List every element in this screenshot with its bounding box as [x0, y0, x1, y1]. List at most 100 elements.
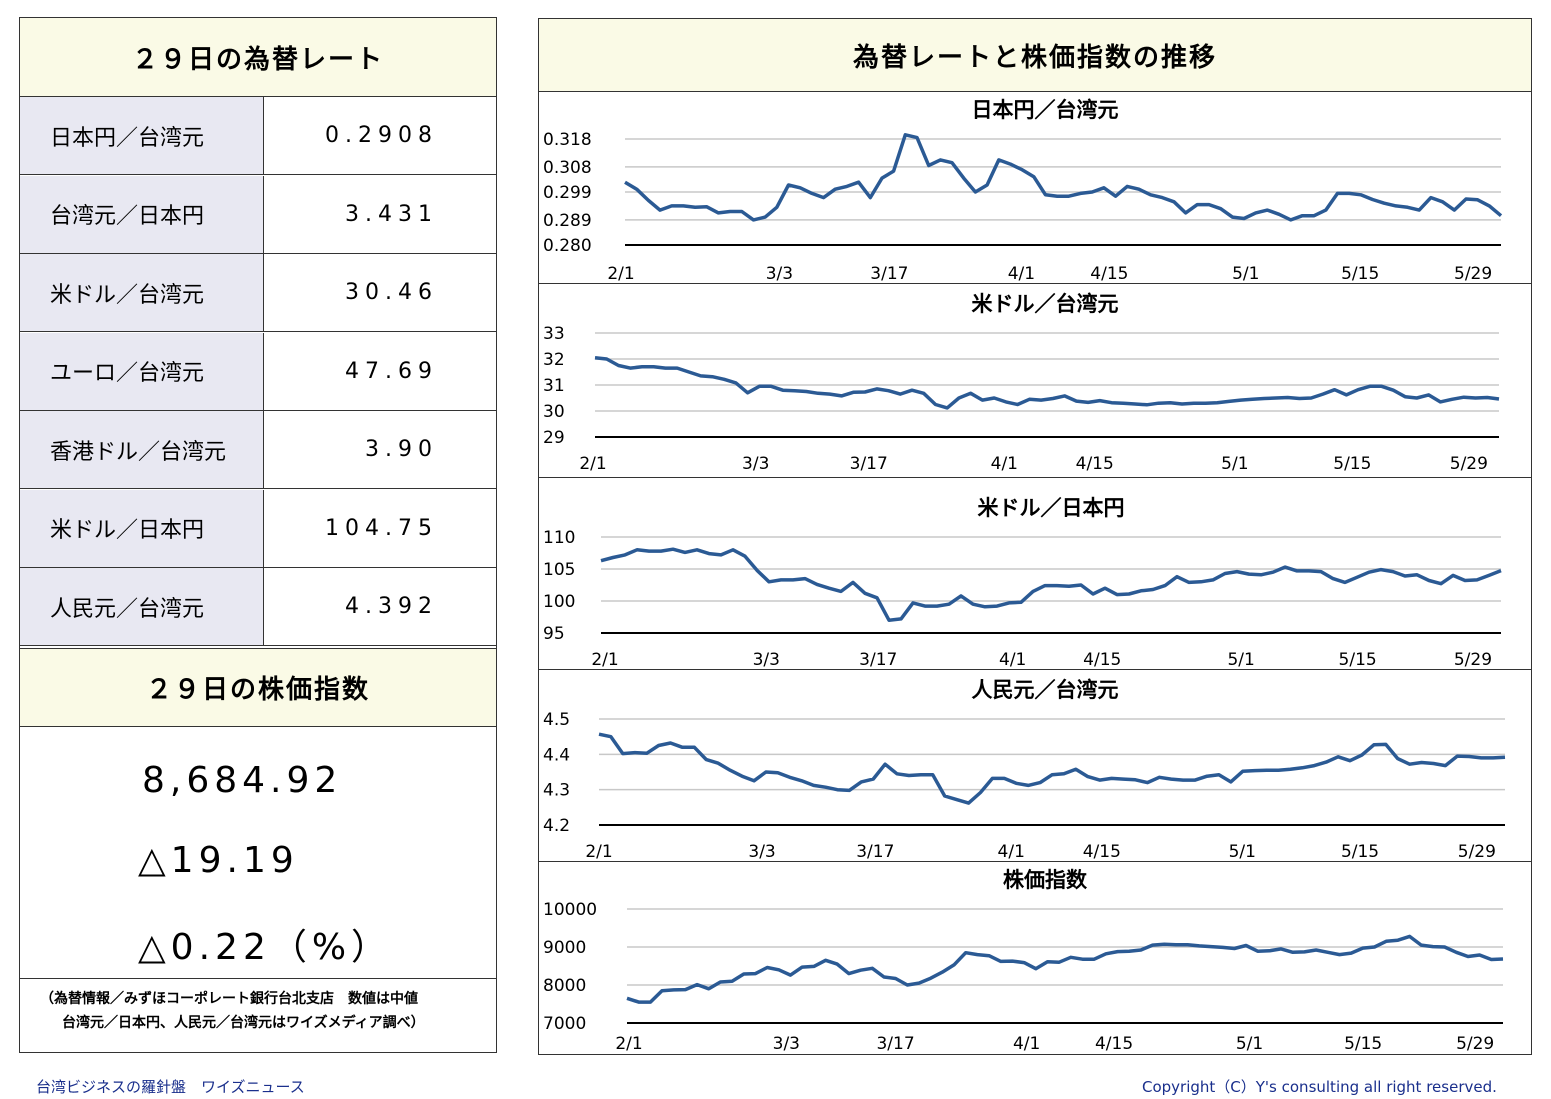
y-tick-label: 32	[543, 350, 565, 370]
chart-title: 人民元／台湾元	[972, 678, 1119, 702]
rate-value: 104.75	[325, 515, 438, 541]
x-tick-label: 3/17	[856, 842, 894, 861]
x-tick-label: 5/15	[1344, 1034, 1382, 1054]
stock-index-change-pct: △0.22（%）	[138, 927, 393, 968]
y-tick-label: 95	[543, 624, 565, 644]
line-chart: 株価指数 10000 9000 8000 7000 2/1 3/3 3/17 4/1 4/15 5/…	[543, 868, 1504, 1054]
x-tick-label: 3/3	[742, 454, 769, 474]
x-tick-label: 2/1	[585, 842, 612, 861]
x-tick-label: 5/15	[1341, 842, 1379, 861]
series-line	[594, 355, 1500, 410]
y-tick-label: 33	[543, 324, 565, 344]
y-tick-label: 0.289	[543, 211, 592, 231]
rate-label: 日本円／台湾元	[20, 97, 264, 174]
x-tick-label: 3/3	[773, 1034, 800, 1054]
y-tick-label: 110	[543, 528, 575, 548]
rate-value: 3.90	[365, 437, 438, 462]
charts-title: 為替レートと株価指数の推移	[539, 19, 1531, 92]
x-tick-label: 4/15	[1076, 454, 1114, 474]
chart-panel: 株価指数 10000 9000 8000 7000 2/1 3/3 3/17 4/1 4/15 5/…	[539, 861, 1531, 1055]
source-note-line2: 台湾元／日本円、人民元／台湾元はワイズメディア調べ）	[62, 1015, 425, 1031]
x-tick-label: 5/15	[1333, 454, 1371, 474]
rate-value: 30.46	[345, 280, 438, 305]
y-tick-label: 0.318	[543, 130, 592, 150]
x-tick-label: 5/29	[1458, 842, 1496, 861]
x-tick-label: 5/1	[1227, 650, 1254, 669]
x-tick-label: 5/15	[1341, 264, 1379, 283]
chart-title: 米ドル／台湾元	[972, 292, 1119, 316]
y-tick-label: 29	[543, 428, 565, 448]
x-tick-label: 5/29	[1450, 454, 1488, 474]
rate-label: 香港ドル／台湾元	[20, 411, 264, 488]
y-tick-label: 10000	[543, 900, 597, 920]
rate-row: ユーロ／台湾元 47.69	[20, 332, 496, 411]
chart-title: 日本円／台湾元	[972, 98, 1119, 122]
rate-row: 台湾元／日本円 3.431	[20, 175, 496, 254]
y-tick-label: 0.308	[543, 158, 592, 178]
rate-row: 人民元／台湾元 4.392	[20, 568, 496, 646]
chart-panel: 日本円／台湾元 0.318 0.308 0.299 0.289 0.280 2/1 3/3 3/…	[539, 93, 1531, 283]
x-tick-label: 3/3	[753, 650, 780, 669]
charts-box: 為替レートと株価指数の推移 日本円／台湾元 0.318 0.308 0.299 0.28…	[538, 18, 1532, 1055]
chart-divider	[539, 669, 1531, 670]
x-tick-label: 3/17	[870, 264, 908, 283]
x-tick-label: 3/17	[876, 1034, 914, 1054]
x-tick-label: 3/3	[766, 264, 793, 283]
rate-label: 人民元／台湾元	[20, 568, 264, 645]
rate-value: 0.2908	[325, 123, 438, 148]
chart-divider	[539, 861, 1531, 862]
source-note: （為替情報／みずほコーポレート銀行台北支店 数値は中値 台湾元／日本円、人民元／…	[20, 978, 496, 1052]
y-tick-label: 100	[543, 592, 575, 612]
stock-index-change: △19.19	[138, 840, 299, 881]
series-line	[626, 934, 1504, 1004]
x-tick-label: 4/15	[1083, 842, 1121, 861]
y-tick-label: 0.299	[543, 183, 592, 203]
x-tick-label: 4/1	[1008, 264, 1035, 283]
chart-panel: 米ドル／日本円 110 105 100 95 2/1 3/3 3/17 4/1 4/15 5/1 5/…	[539, 477, 1531, 669]
y-tick-label: 0.280	[543, 236, 592, 256]
x-tick-label: 5/1	[1232, 264, 1259, 283]
footer-left: 台湾ビジネスの羅針盤 ワイズニュース	[36, 1078, 305, 1096]
x-tick-label: 5/29	[1454, 650, 1492, 669]
y-tick-label: 4.4	[543, 745, 570, 765]
line-chart: 米ドル／台湾元 33 32 31 30 29 2/1 3/3 3/17 4/1 4/15 5/1 5/1…	[543, 292, 1500, 474]
y-tick-label: 31	[543, 376, 565, 396]
x-tick-label: 3/3	[748, 842, 775, 861]
series-line	[600, 547, 1502, 622]
stock-title: ２９日の株価指数	[20, 648, 496, 727]
rate-row: 米ドル／台湾元 30.46	[20, 254, 496, 332]
y-tick-label: 30	[543, 402, 565, 422]
x-tick-label: 5/1	[1229, 842, 1256, 861]
x-tick-label: 3/17	[850, 454, 888, 474]
x-tick-label: 5/1	[1221, 454, 1248, 474]
y-tick-label: 105	[543, 560, 575, 580]
footer-right: Copyright（C）Y's consulting all right res…	[1142, 1078, 1497, 1096]
rate-value: 47.69	[345, 358, 438, 384]
stock-index-value: 8,684.92	[142, 760, 343, 801]
series-line	[598, 732, 1506, 805]
y-tick-label: 9000	[543, 938, 586, 958]
rates-title: ２９日の為替レート	[20, 18, 496, 97]
chart-panel: 人民元／台湾元 4.5 4.4 4.3 4.2 2/1 3/3 3/17 4/1 4/15 5/1 5…	[539, 669, 1531, 861]
rate-row: 米ドル／日本円 104.75	[20, 489, 496, 568]
x-tick-label: 5/1	[1236, 1034, 1263, 1054]
x-tick-label: 2/1	[607, 264, 634, 283]
rate-value: 3.431	[345, 201, 438, 227]
rate-value: 4.392	[345, 594, 438, 619]
x-tick-label: 2/1	[615, 1034, 642, 1054]
rate-label: 台湾元／日本円	[20, 175, 264, 253]
series-line	[624, 133, 1503, 222]
x-tick-label: 2/1	[591, 650, 618, 669]
x-tick-label: 4/1	[991, 454, 1018, 474]
x-tick-label: 4/1	[999, 650, 1026, 669]
y-tick-label: 4.5	[543, 710, 570, 730]
chart-divider	[539, 477, 1531, 478]
x-tick-label: 4/15	[1083, 650, 1121, 669]
source-note-line1: （為替情報／みずほコーポレート銀行台北支店 数値は中値	[40, 991, 418, 1007]
x-tick-label: 4/15	[1095, 1034, 1133, 1054]
y-tick-label: 7000	[543, 1014, 586, 1034]
rates-table: ２９日の為替レート 日本円／台湾元 0.2908 台湾元／日本円 3.431 米ドル／台…	[19, 17, 497, 1053]
x-tick-label: 2/1	[579, 454, 606, 474]
line-chart: 米ドル／日本円 110 105 100 95 2/1 3/3 3/17 4/1 4/15 5/1 5/…	[543, 496, 1502, 669]
